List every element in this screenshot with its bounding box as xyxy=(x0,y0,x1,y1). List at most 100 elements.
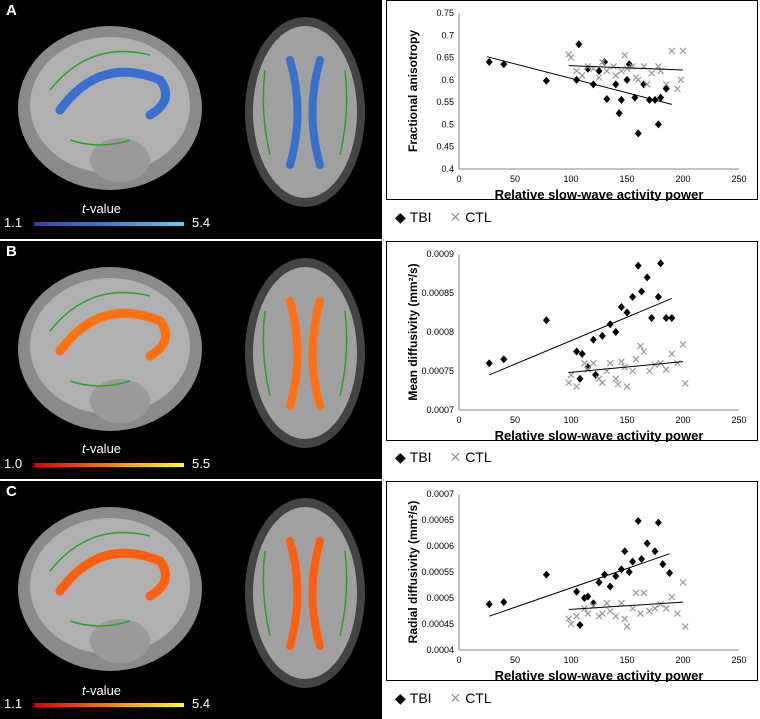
ctl-point xyxy=(621,615,629,623)
x-tick-label: 250 xyxy=(731,415,746,425)
tbi-point xyxy=(573,587,581,596)
y-tick-label: 0.0005 xyxy=(426,593,454,603)
tbi-point xyxy=(584,592,592,601)
tbi-point xyxy=(651,547,659,556)
tbi-point xyxy=(573,347,581,356)
ctl-point xyxy=(598,610,606,618)
legend-ctl-label: CTL xyxy=(465,690,492,706)
legend-tbi-label: TBI xyxy=(409,209,432,225)
tbi-point xyxy=(542,316,550,325)
tbi-point xyxy=(617,303,625,312)
y-tick-label: 0.55 xyxy=(436,97,454,107)
legend-tbi-label: TBI xyxy=(409,690,432,706)
ctl-point xyxy=(573,612,581,620)
ctl-point xyxy=(612,612,620,620)
tbi-point xyxy=(640,80,648,89)
sagittal-skeleton xyxy=(49,50,151,146)
brain-images-b: B t-value 1.0 5.5 xyxy=(0,241,382,479)
x-axis-label: Relative slow-wave activity power xyxy=(495,428,704,442)
tbi-point xyxy=(662,313,670,322)
y-axis-label: Fractional anisotropy xyxy=(406,30,420,152)
tbi-point xyxy=(657,259,665,268)
axial-skeleton xyxy=(262,310,348,397)
x-tick-label: 200 xyxy=(675,655,690,665)
ctl-point xyxy=(637,610,644,618)
axial-tract xyxy=(286,297,324,410)
ctl-point xyxy=(634,76,642,84)
y-tick-label: 0.75 xyxy=(436,8,454,18)
ctl-point xyxy=(573,383,581,391)
y-tick-label: 0.7 xyxy=(441,30,454,40)
tbi-point xyxy=(595,578,603,587)
ctl-point xyxy=(637,342,644,350)
ctl-point xyxy=(567,54,575,61)
tbi-point xyxy=(659,560,667,569)
ctl-point xyxy=(681,380,689,387)
y-tick-label: 0.65 xyxy=(436,53,454,63)
ctl-point xyxy=(662,604,670,612)
x-tick-label: 50 xyxy=(510,174,520,184)
ctl-point xyxy=(668,47,676,55)
ctl-point xyxy=(668,593,676,601)
y-tick-label: 0.0006 xyxy=(426,541,454,551)
tbi-point xyxy=(500,60,508,69)
panel-b: B t-value 1.0 5.5 0 50 100 150 200 250 0.0007 0… xyxy=(0,241,760,479)
ctl-point xyxy=(668,350,676,358)
ctl-point xyxy=(612,71,620,79)
chart-a: 0 50 100 150 200 250 0.4 0.45 0.5 0.55 0.6 0.65 0.7 0… xyxy=(406,8,747,201)
tbi-point xyxy=(654,120,662,129)
tbi-point xyxy=(634,129,642,138)
colorbar-max-c: 5.4 xyxy=(192,696,211,711)
tbi-point xyxy=(612,80,620,89)
tbi-point xyxy=(500,598,508,607)
x-tick-label: 150 xyxy=(619,174,634,184)
y-axis-label: Radial diffusivity (mm²/s) xyxy=(406,501,420,644)
ctl-point xyxy=(617,599,625,607)
panel-letter-b: B xyxy=(6,243,17,260)
tbi-point xyxy=(589,335,597,344)
ctl-point xyxy=(632,355,640,363)
sagittal-cortex xyxy=(30,278,190,414)
ctl-point xyxy=(623,623,631,631)
legend-tbi-label: TBI xyxy=(409,449,432,465)
tbi-point xyxy=(654,518,662,527)
y-tick-label: 0.0004 xyxy=(426,645,454,655)
sagittal-cortex xyxy=(30,518,190,654)
brain-svg-b xyxy=(18,258,365,448)
x-tick-label: 0 xyxy=(456,415,461,425)
colorbar-min-b: 1.0 xyxy=(4,456,23,471)
ctl-fit-line xyxy=(568,361,684,374)
tbi-point xyxy=(629,557,637,566)
y-tick-label: 0.00045 xyxy=(421,619,454,629)
y-tick-label: 0.4 xyxy=(441,164,454,174)
brain-svg-c xyxy=(18,498,365,688)
y-axis-label: Mean diffusivity (mm²/s) xyxy=(406,263,420,400)
colorbar-title-a: t-value xyxy=(82,201,122,216)
tbi-point xyxy=(638,555,646,563)
tbi-point xyxy=(643,539,651,548)
brain-group xyxy=(18,17,365,207)
ctl-fit-line xyxy=(568,601,684,610)
x-tick-label: 150 xyxy=(619,655,634,665)
x-axis-label: Relative slow-wave activity power xyxy=(495,668,704,682)
tbi-point xyxy=(595,66,603,75)
ctl-point xyxy=(617,67,625,75)
brain-group xyxy=(18,258,365,448)
ctl-point xyxy=(584,366,592,373)
tbi-point xyxy=(603,95,611,104)
panel-letter-a: A xyxy=(6,2,17,19)
x-tick-label: 0 xyxy=(456,174,461,184)
tbi-point xyxy=(634,261,642,270)
x-tick-label: 50 xyxy=(510,415,520,425)
ctl-point xyxy=(603,67,611,75)
tbi-point xyxy=(601,58,609,67)
ctl-point xyxy=(657,600,665,608)
sagittal-tract xyxy=(55,67,171,120)
x-tick-label: 100 xyxy=(563,174,578,184)
colorbar-title-b: t-value xyxy=(82,441,122,456)
legend-ctl-marker: ✕ xyxy=(449,209,462,225)
cerebellum xyxy=(90,138,150,182)
tbi-point xyxy=(584,363,592,372)
sagittal-tract xyxy=(55,548,171,601)
ctl-point xyxy=(645,367,653,375)
